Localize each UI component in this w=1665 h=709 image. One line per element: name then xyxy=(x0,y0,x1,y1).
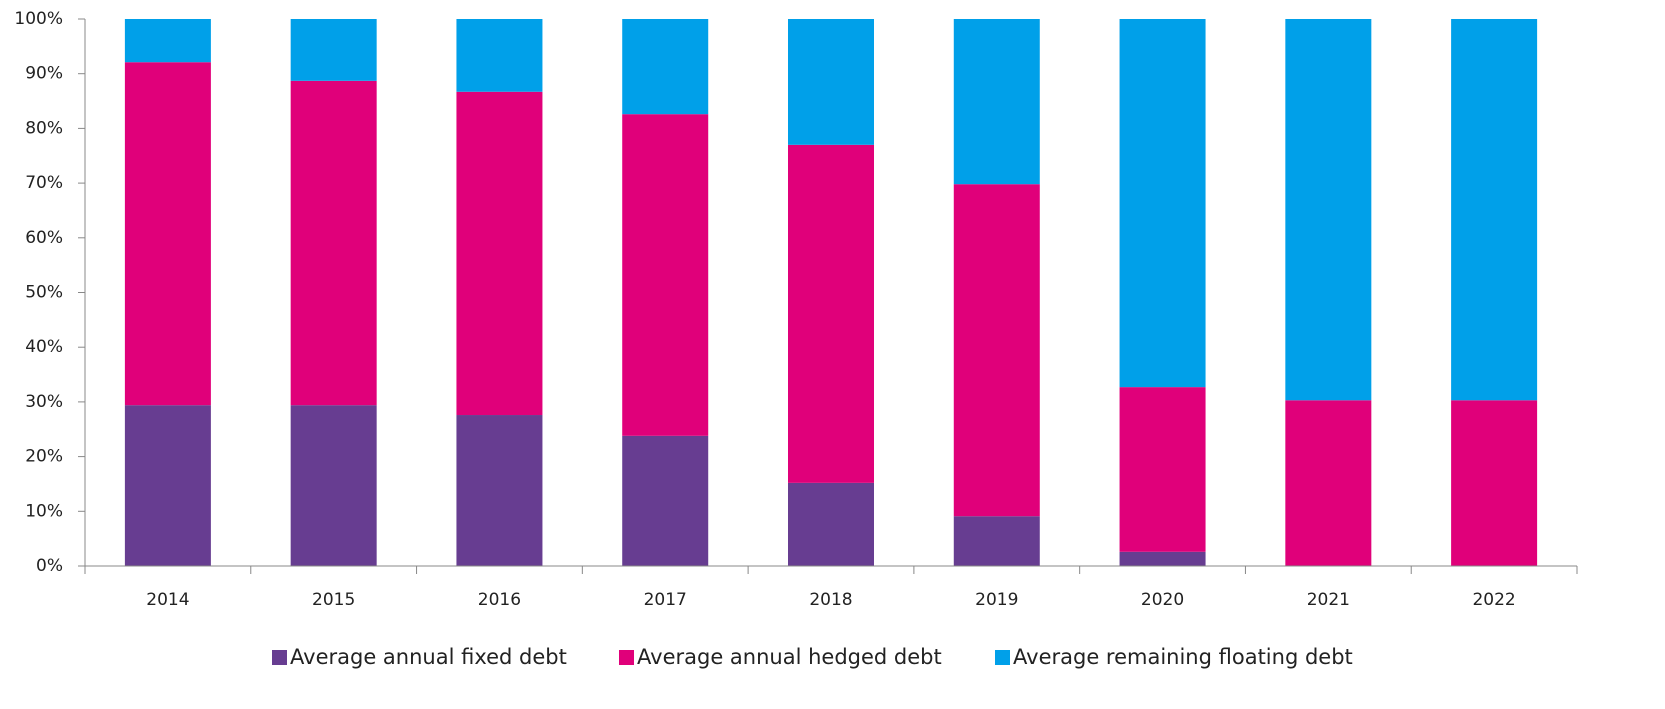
bar-segment xyxy=(290,19,377,81)
bar-segment xyxy=(1451,19,1538,401)
x-tick-label: 2022 xyxy=(1472,590,1515,610)
bar-segment xyxy=(953,516,1040,566)
bar-segment xyxy=(1119,551,1206,566)
bar-segment xyxy=(788,482,874,566)
y-tick-label: 20% xyxy=(25,447,63,467)
x-tick-label: 2020 xyxy=(1141,590,1184,610)
bar-segment xyxy=(1285,400,1372,566)
y-tick-label: 60% xyxy=(25,228,63,248)
bar-segment xyxy=(456,19,543,92)
bar-segment xyxy=(622,19,709,115)
legend-label: Average remaining floating debt xyxy=(1013,645,1353,669)
bar-segment xyxy=(953,184,1040,517)
x-tick-label: 2015 xyxy=(312,590,355,610)
bar-segment xyxy=(622,435,709,566)
x-tick-label: 2017 xyxy=(644,590,687,610)
x-tick-label: 2019 xyxy=(975,590,1018,610)
y-tick-label: 40% xyxy=(25,337,63,357)
legend-swatch xyxy=(619,650,634,665)
bar-segment xyxy=(622,114,709,436)
bar-segment xyxy=(290,80,377,406)
bar-segment xyxy=(953,19,1040,185)
x-tick-label: 2021 xyxy=(1307,590,1350,610)
y-tick-label: 100% xyxy=(14,9,63,29)
legend-swatch xyxy=(272,650,287,665)
y-tick-label: 0% xyxy=(36,556,63,576)
x-tick-label: 2016 xyxy=(478,590,521,610)
bar-segment xyxy=(788,19,874,145)
y-tick-label: 80% xyxy=(25,118,63,138)
bar-segment xyxy=(788,144,874,483)
y-tick-label: 90% xyxy=(25,64,63,84)
bar-segment xyxy=(1285,19,1372,401)
bar-segment xyxy=(1119,19,1206,388)
x-tick-label: 2014 xyxy=(146,590,189,610)
bar-segment xyxy=(290,405,377,566)
y-tick-label: 10% xyxy=(25,501,63,521)
bar-segment xyxy=(456,415,543,566)
legend-swatch xyxy=(995,650,1010,665)
bar-segment xyxy=(456,91,543,416)
bar-segment xyxy=(124,62,211,406)
legend-label: Average annual hedged debt xyxy=(637,645,942,669)
y-tick-label: 50% xyxy=(25,283,63,303)
bar-segment xyxy=(1119,387,1206,552)
legend-label: Average annual fixed debt xyxy=(290,645,567,669)
bar-segment xyxy=(124,405,211,566)
bar-segment xyxy=(124,19,211,63)
y-tick-label: 70% xyxy=(25,173,63,193)
bar-segment xyxy=(1451,400,1538,566)
y-tick-label: 30% xyxy=(25,392,63,412)
x-tick-label: 2018 xyxy=(809,590,852,610)
